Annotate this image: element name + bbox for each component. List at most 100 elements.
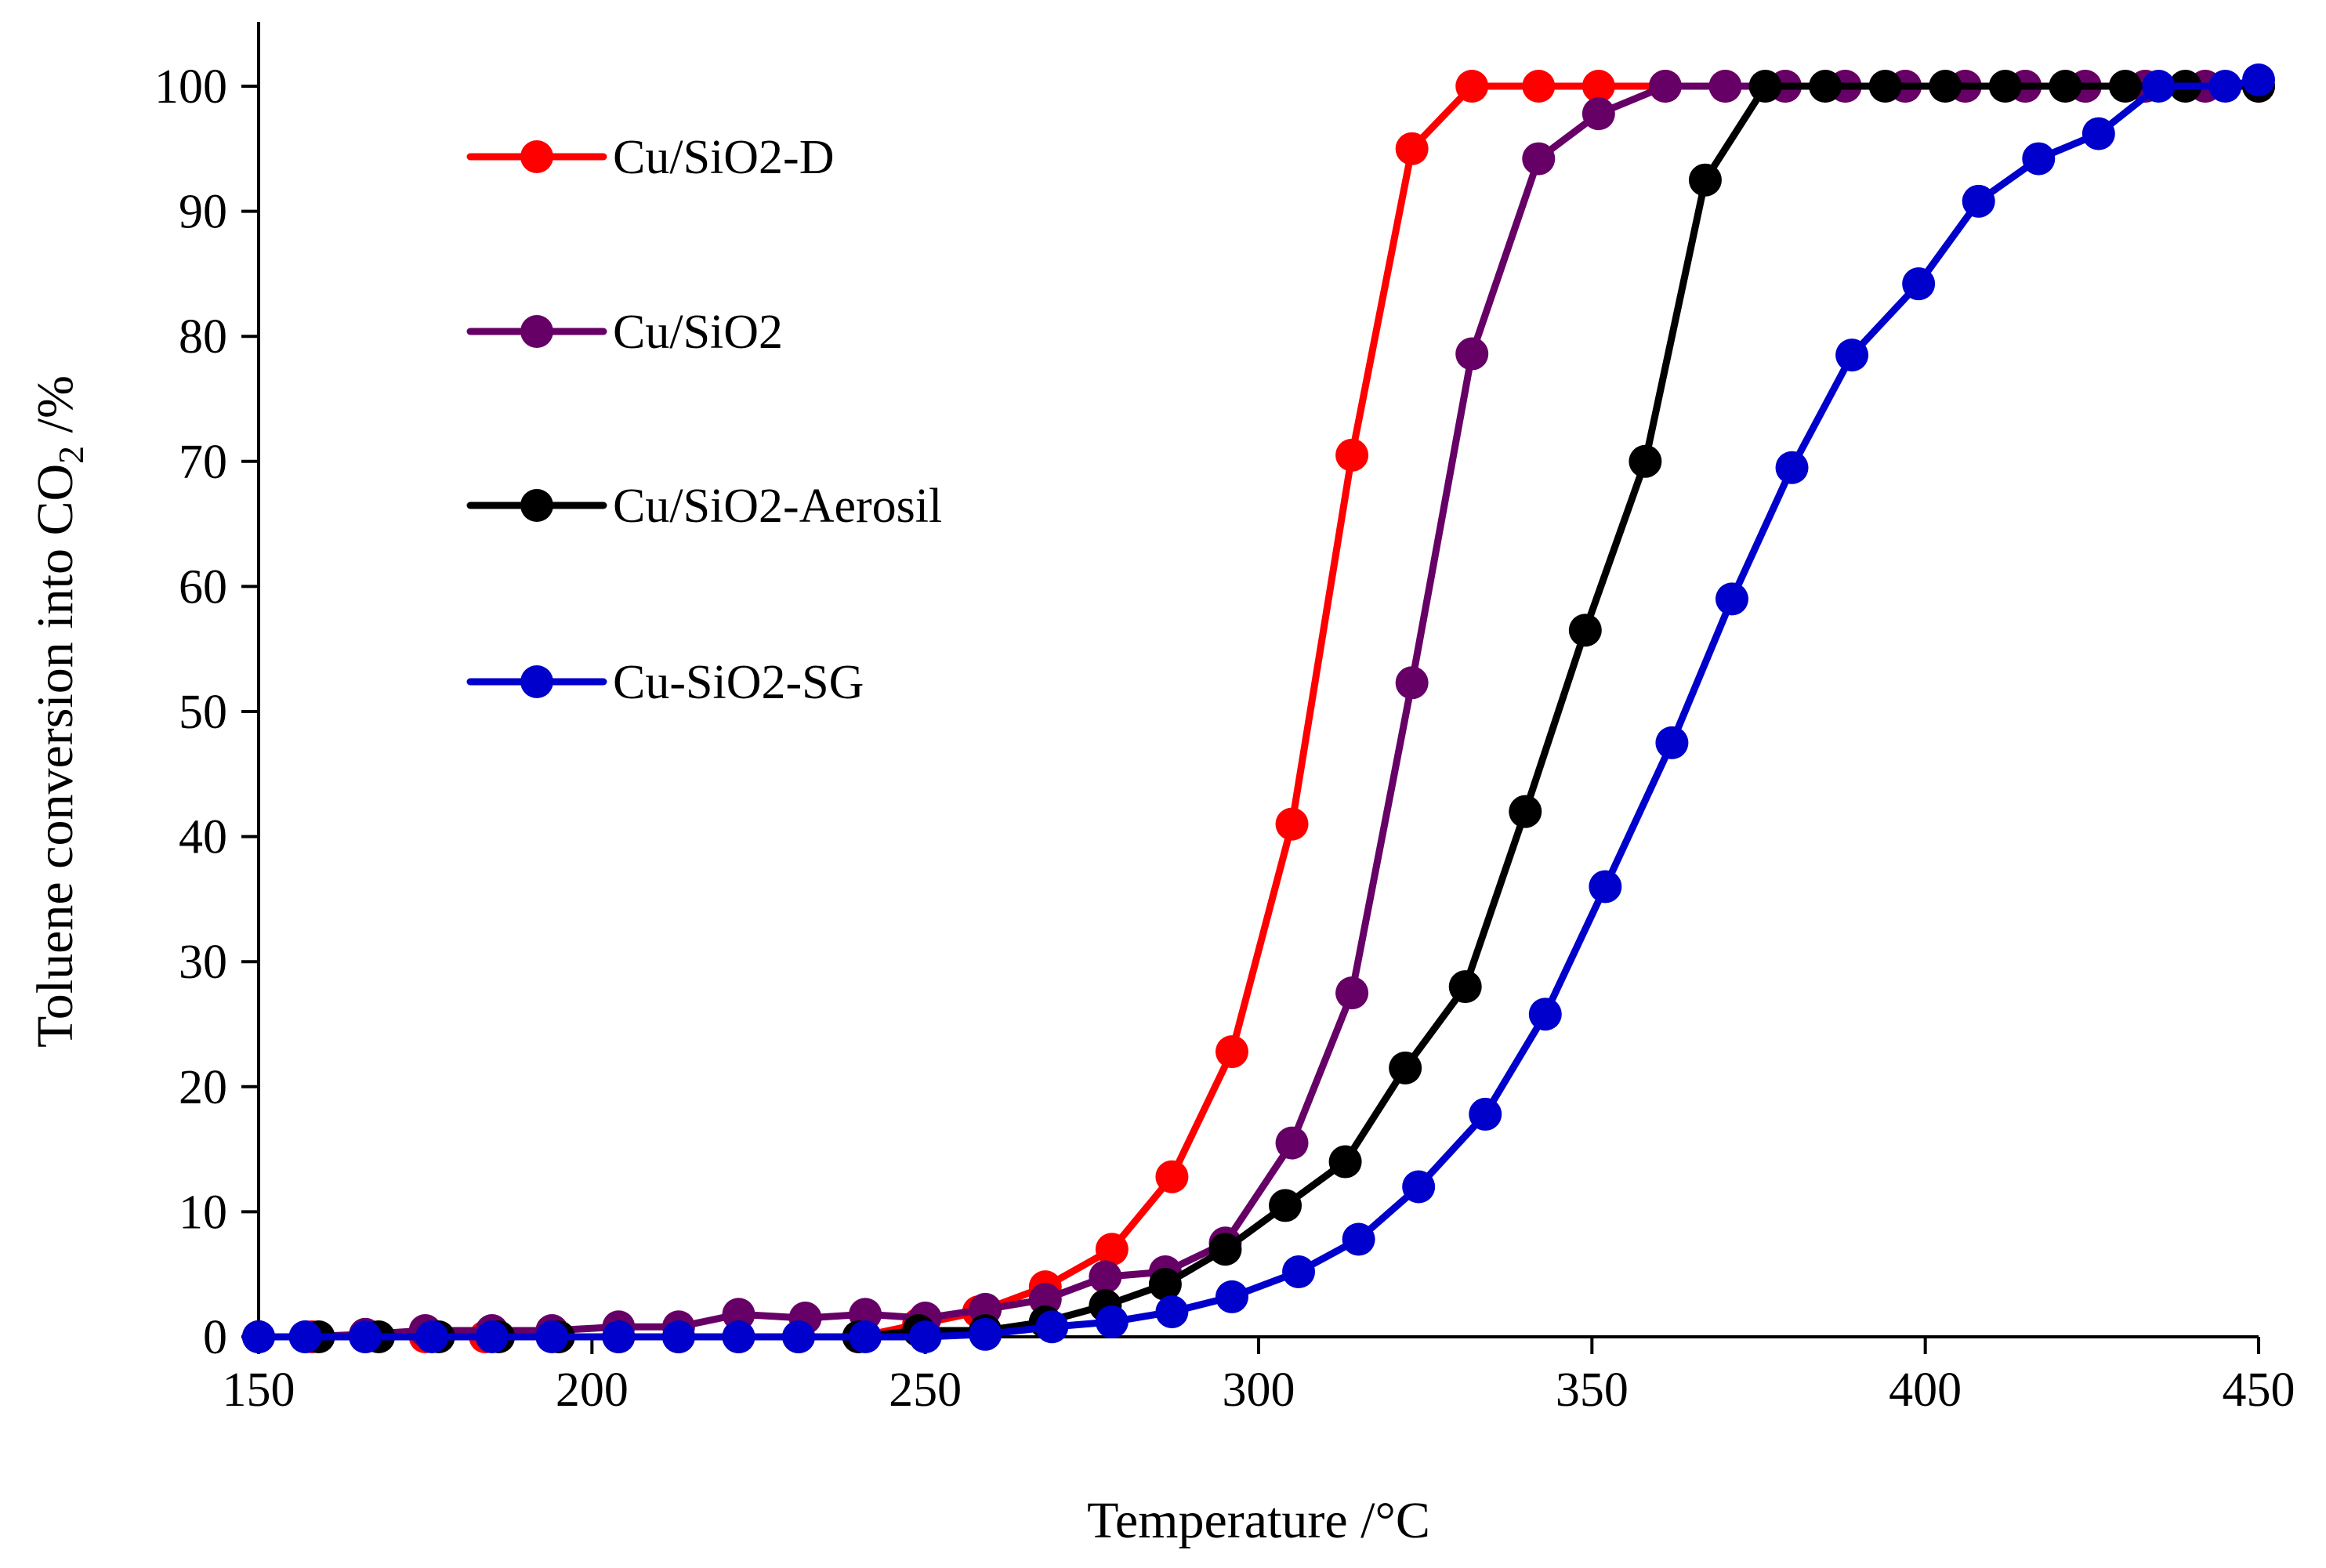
y-tick-label: 20 — [179, 1061, 227, 1114]
y-axis-title-suffix: /% — [27, 375, 84, 446]
y-tick-label: 50 — [179, 686, 227, 739]
legend-label: Cu-SiO2-SG — [613, 656, 864, 709]
legend-marker — [520, 489, 553, 522]
data-point — [2242, 63, 2275, 97]
data-point — [1215, 1280, 1248, 1313]
data-point — [2142, 70, 2176, 103]
data-point — [1455, 337, 1489, 371]
data-point — [288, 1320, 322, 1353]
data-point — [782, 1320, 816, 1353]
data-point — [1402, 1170, 1436, 1204]
x-tick-label: 300 — [1223, 1363, 1295, 1417]
data-point — [1335, 976, 1369, 1010]
data-point — [1835, 339, 1869, 372]
data-point — [1155, 1295, 1189, 1329]
data-point — [1342, 1222, 1375, 1256]
data-point — [1389, 1051, 1422, 1085]
series-line — [255, 82, 2263, 1341]
legend-label: Cu/SiO2-D — [613, 131, 834, 184]
data-point — [1629, 444, 1662, 478]
data-point — [1708, 70, 1742, 103]
y-tick-label: 70 — [179, 436, 227, 489]
legend-marker — [520, 140, 553, 173]
data-point — [1748, 70, 1782, 103]
x-axis-title: Temperature /°C — [1087, 1492, 1430, 1549]
x-tick-label: 450 — [2223, 1363, 2295, 1417]
legend-label: Cu/SiO2-Aerosil — [613, 480, 942, 533]
data-point — [1522, 70, 1556, 103]
data-point — [2081, 117, 2115, 150]
data-point — [1275, 807, 1309, 841]
legend-item: Cu-SiO2-SG — [466, 656, 864, 709]
data-point — [722, 1320, 755, 1353]
data-point — [1269, 1189, 1302, 1222]
data-point — [1962, 184, 1995, 218]
data-point — [849, 1320, 882, 1353]
y-tick-label: 30 — [179, 936, 227, 989]
y-ticks: 0 10 20 30 40 50 60 70 80 90 100 — [154, 60, 259, 1364]
data-point — [1208, 1233, 1242, 1266]
legend-label: Cu/SiO2 — [613, 306, 783, 359]
y-axis-title-main: Toluene conversion into CO — [27, 464, 84, 1048]
data-point — [1509, 795, 1542, 828]
data-point — [1215, 1035, 1248, 1069]
data-point — [1095, 1305, 1129, 1338]
data-point — [1988, 70, 2022, 103]
legend-item: Cu/SiO2-D — [466, 131, 834, 184]
data-point — [1335, 438, 1369, 472]
y-tick-label: 40 — [179, 811, 227, 864]
data-point — [1275, 1126, 1309, 1160]
series-Cu/SiO2 — [242, 70, 2275, 1353]
legend: Cu/SiO2-D Cu/SiO2 Cu/SiO2-Aerosil Cu-SiO2-S… — [466, 131, 942, 709]
data-point — [2108, 70, 2142, 103]
data-point — [1328, 1145, 1362, 1179]
x-tick-label: 150 — [223, 1363, 295, 1417]
series-line — [255, 82, 2263, 1341]
data-point — [1581, 97, 1615, 131]
data-point — [1655, 726, 1689, 759]
data-point — [1868, 70, 1902, 103]
series-Cu/SiO2-Aerosil — [242, 70, 2275, 1353]
data-point — [602, 1320, 636, 1353]
data-point — [475, 1320, 509, 1353]
data-point — [1095, 1233, 1129, 1266]
data-point — [242, 1320, 275, 1353]
data-point — [1395, 132, 1429, 165]
y-tick-label: 10 — [179, 1186, 227, 1239]
data-point — [1809, 70, 1842, 103]
x-ticks: 150 200 250 300 350 400 450 — [223, 1337, 2295, 1417]
series-Cu/SiO2-D — [242, 70, 2275, 1353]
data-point — [969, 1317, 1002, 1351]
axes: 150 200 250 300 350 400 450 0 10 20 30 40 50 60 70 80 9… — [154, 22, 2295, 1417]
data-point — [722, 1298, 755, 1331]
data-point — [1155, 1160, 1189, 1193]
data-point — [2049, 70, 2082, 103]
data-point — [661, 1320, 695, 1353]
data-point — [1522, 142, 1556, 176]
data-point — [1528, 998, 1562, 1031]
y-tick-label: 0 — [203, 1311, 227, 1364]
data-point — [1902, 267, 1936, 301]
data-point — [1715, 582, 1748, 616]
data-point — [1589, 870, 1622, 904]
data-point — [2022, 142, 2056, 176]
data-point — [908, 1320, 942, 1353]
data-point — [1089, 1260, 1122, 1294]
data-point — [2208, 70, 2242, 103]
x-tick-label: 400 — [1889, 1363, 1962, 1417]
x-tick-label: 250 — [889, 1363, 962, 1417]
y-axis-title: Toluene conversion into CO2 /% — [27, 375, 91, 1048]
series-line — [255, 82, 2263, 1341]
series-Cu-SiO2-SG — [242, 63, 2275, 1353]
data-point — [1455, 70, 1489, 103]
data-point — [1929, 70, 1962, 103]
data-point — [1448, 970, 1482, 1004]
data-point — [1035, 1310, 1069, 1344]
data-point — [349, 1320, 382, 1353]
data-point — [1469, 1097, 1502, 1131]
y-tick-label: 60 — [179, 560, 227, 614]
legend-item: Cu/SiO2-Aerosil — [466, 480, 942, 533]
series-layer — [242, 63, 2275, 1353]
legend-marker — [520, 665, 553, 698]
data-point — [1568, 614, 1602, 647]
